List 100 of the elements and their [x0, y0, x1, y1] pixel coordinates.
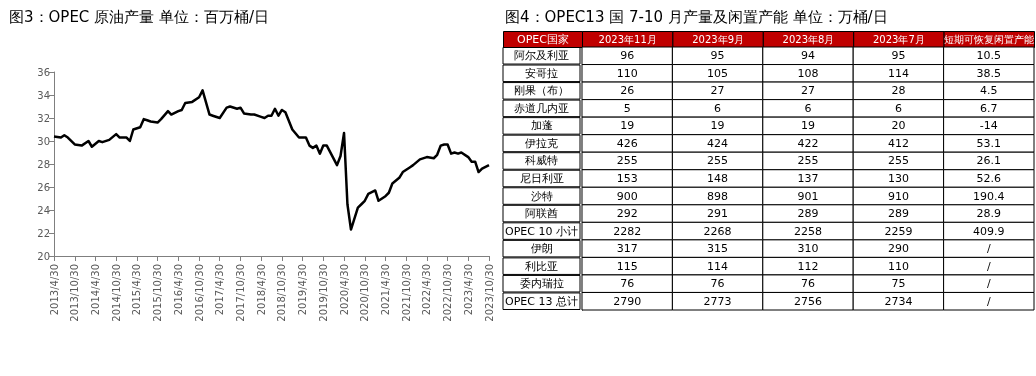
y-tick-label: 委内瑞拉 [519, 277, 564, 291]
x-tick-label: 2021/4/30 [379, 264, 391, 316]
x-tick-label: 2023年7月 [872, 34, 925, 45]
data-label: 19 [710, 119, 725, 133]
data-label: 96 [620, 49, 635, 63]
x-tick-label: 2023年9月 [692, 34, 745, 45]
y-tick-label: 22 [37, 227, 50, 239]
data-label: 28 [891, 84, 906, 98]
data-label: 19 [620, 119, 635, 133]
y-tick-label: 32 [37, 112, 50, 124]
y-tick-label: 刚果（布） [514, 84, 569, 98]
x-tick-label: 2023年8月 [782, 34, 835, 45]
y-tick-label: 30 [37, 135, 50, 147]
data-label: 110 [616, 66, 638, 80]
data-label: 2282 [613, 224, 642, 238]
data-label: 898 [707, 189, 729, 203]
data-label: 289 [797, 207, 819, 221]
text: / [986, 277, 991, 291]
text: / [986, 259, 991, 273]
data-label: 317 [616, 242, 638, 256]
data-label: 2773 [703, 294, 732, 308]
data-label: 6 [714, 101, 722, 115]
data-label: 26 [620, 84, 635, 98]
y-tick-label: 科威特 [525, 154, 558, 168]
y-tick-label: 20 [37, 250, 50, 262]
y-tick-label: OPEC 13 总计 [505, 294, 578, 308]
x-tick-label: 2013/4/30 [48, 264, 60, 316]
data-label: 112 [797, 259, 819, 273]
data-label: 6 [894, 101, 902, 115]
x-tick-label: 2017/10/30 [234, 264, 246, 322]
data-label: 76 [620, 277, 635, 291]
y-tick-label: 24 [37, 204, 50, 216]
data-label: 95 [891, 49, 906, 63]
x-tick-label: 2021/10/30 [400, 264, 412, 322]
data-label: 255 [616, 154, 638, 168]
data-label: 6 [804, 101, 812, 115]
x-tick-label: 2016/10/30 [193, 264, 205, 322]
data-label: 910 [887, 189, 909, 203]
x-tick-label: 2014/4/30 [89, 264, 101, 316]
data-label: 53.1 [976, 136, 1002, 150]
data-label: 76 [710, 277, 725, 291]
x-tick-label: 2015/10/30 [152, 264, 164, 322]
x-tick-label: 2015/4/30 [131, 264, 143, 316]
data-label: 255 [707, 154, 729, 168]
y-tick-label: 安哥拉 [525, 66, 558, 80]
chart-title: 图4：OPEC13 国 7-10 月产量及闲置产能 单位：万桶/日 [505, 7, 888, 26]
data-label: 38.5 [976, 66, 1002, 80]
y-axis-title: OPEC国家 [517, 33, 569, 46]
x-tick-label: 2020/10/30 [359, 264, 371, 322]
x-tick-label: 短期可恢复闲置产能 [944, 34, 1035, 45]
data-label: 190.4 [973, 189, 1005, 203]
data-label: 2268 [703, 224, 732, 238]
line-series [52, 89, 491, 231]
data-label: 2259 [884, 224, 913, 238]
data-label: 153 [616, 172, 638, 185]
y-tick-label: 伊朗 [530, 242, 553, 256]
data-label: 137 [797, 172, 819, 185]
data-label: 130 [887, 172, 909, 185]
x-tick-label: 2018/10/30 [276, 264, 288, 322]
y-tick-label: 34 [37, 89, 50, 101]
y-tick-label: 赤道几内亚 [514, 101, 569, 115]
y-tick-label: 阿尔及利亚 [514, 49, 569, 63]
data-label: 422 [797, 136, 819, 150]
y-tick-label: 28 [37, 158, 50, 170]
data-label: 115 [616, 259, 638, 273]
data-label: 412 [887, 136, 909, 150]
data-label: 255 [797, 154, 819, 168]
data-label: 4.5 [980, 84, 998, 98]
data-label: 148 [707, 172, 729, 185]
data-label: 108 [797, 66, 819, 80]
data-label: 292 [616, 207, 638, 221]
data-label: 94 [801, 49, 815, 63]
data-label: 901 [797, 189, 819, 203]
y-tick-label: 26 [37, 181, 50, 193]
y-tick-label: 36 [37, 66, 50, 78]
y-tick-label: 沙特 [530, 189, 553, 203]
data-label: 75 [891, 277, 906, 291]
data-label: 290 [887, 242, 909, 256]
data-label: 20 [891, 119, 906, 133]
y-tick-label: 加蓬 [530, 119, 553, 133]
x-tick-label: 2014/10/30 [110, 264, 122, 322]
data-label: 5 [623, 101, 631, 115]
x-tick-label: 2013/10/30 [69, 264, 81, 322]
data-label: 2790 [613, 294, 642, 308]
data-label: 26.1 [976, 154, 1002, 168]
x-tick-label: 2016/4/30 [172, 264, 184, 316]
data-label: 10.5 [976, 49, 1002, 63]
data-label: 2756 [794, 294, 822, 308]
data-label: 900 [616, 189, 638, 203]
data-label: 315 [707, 242, 729, 256]
data-label: 409.9 [973, 224, 1005, 238]
data-label: 114 [887, 66, 909, 80]
text: / [986, 294, 991, 308]
x-tick-label: 2017/4/30 [214, 264, 226, 316]
data-label: 289 [887, 207, 909, 221]
data-label: 2734 [884, 294, 913, 308]
data-label: -14 [979, 119, 998, 133]
data-label: 6.7 [980, 101, 998, 115]
y-tick-label: 利比亚 [525, 259, 558, 273]
data-label: 426 [616, 136, 638, 150]
